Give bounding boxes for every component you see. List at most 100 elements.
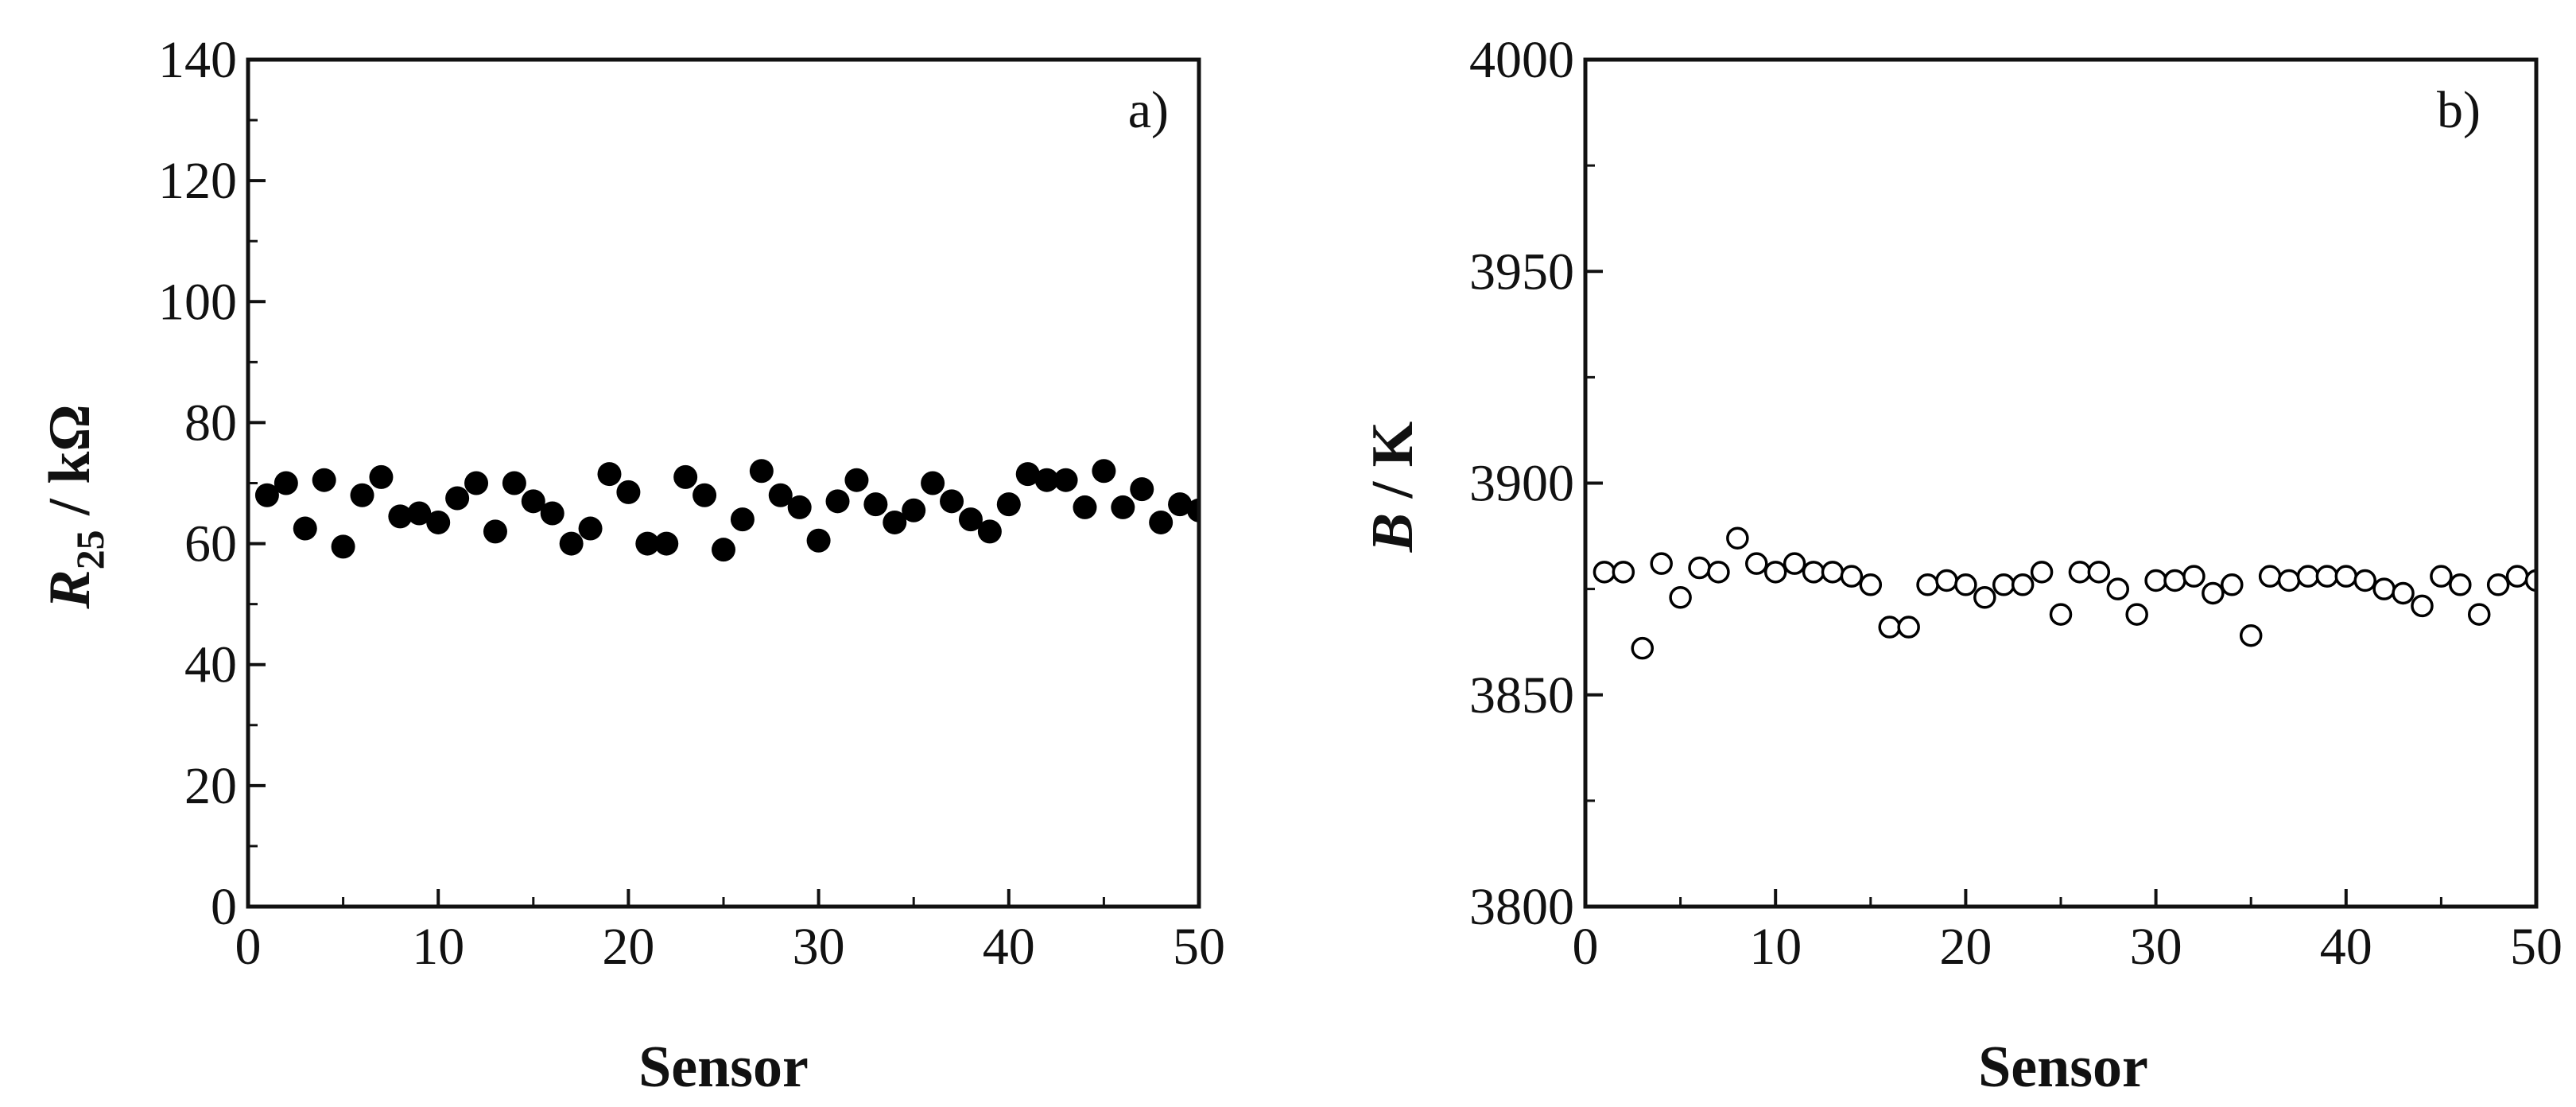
panel-b-data-point bbox=[2467, 603, 2491, 626]
panel-a-data-point bbox=[673, 464, 698, 489]
panel-b-data-point bbox=[2524, 569, 2536, 592]
panel-b-y-tick-label: 3900 bbox=[1469, 455, 1574, 513]
panel-a-y-tick-label: 40 bbox=[184, 636, 237, 694]
panel-b-x-axis-title: Sensor bbox=[1978, 1035, 2148, 1100]
panel-b-data-point bbox=[2125, 603, 2148, 626]
panel-b-data-point bbox=[1783, 552, 1806, 575]
panel-b-data-point bbox=[2011, 573, 2035, 596]
panel-b-data-point bbox=[1840, 565, 1864, 588]
panel-a-data-point bbox=[426, 510, 451, 534]
panel-a-data-point bbox=[921, 471, 945, 495]
panel-b-data-point bbox=[1992, 573, 2015, 596]
panel-a-x-axis-title: Sensor bbox=[638, 1035, 809, 1100]
panel-b-data-point bbox=[2239, 623, 2263, 647]
panel-b-data-point bbox=[2163, 569, 2186, 592]
panel-a-x-tick-label: 20 bbox=[602, 918, 654, 976]
panel-a-points bbox=[254, 459, 1199, 562]
panel-b-data-point bbox=[1935, 569, 1958, 592]
panel-a-data-point bbox=[825, 489, 850, 514]
panel-a-data-point bbox=[312, 468, 336, 492]
panel-b-data-point bbox=[2430, 565, 2453, 588]
panel-a-data-point bbox=[635, 531, 660, 556]
panel-b-x-tick-label: 50 bbox=[2510, 918, 2562, 976]
panel-b-data-point bbox=[2334, 565, 2358, 588]
panel-a-data-point bbox=[996, 492, 1021, 517]
panel-a-data-point bbox=[692, 483, 717, 507]
panel-a-data-point bbox=[616, 480, 641, 504]
panel-a-x-tick-label: 30 bbox=[793, 918, 845, 976]
panel-a-y-axis-title: R25 / kΩ bbox=[37, 404, 112, 609]
panel-a-data-point bbox=[1130, 477, 1154, 502]
panel-b-data-point bbox=[1745, 552, 1768, 575]
panel-b-data-point bbox=[1821, 561, 1845, 584]
panel-b-points bbox=[1593, 526, 2536, 660]
panel-b-data-point bbox=[2505, 565, 2529, 588]
panel-a-data-point bbox=[369, 464, 394, 489]
panel-b-data-point bbox=[1878, 616, 1901, 639]
panel-a-data-point bbox=[977, 519, 1002, 544]
panel-b-data-point bbox=[2106, 577, 2130, 600]
panel-b-data-point bbox=[1688, 556, 1711, 580]
panel-a-data-point bbox=[540, 501, 564, 526]
panel-a-data-point bbox=[749, 459, 774, 484]
panel-a-data-point bbox=[1034, 468, 1059, 492]
panel-b-data-point bbox=[1897, 616, 1920, 639]
panel-b-y-tick-label: 3950 bbox=[1469, 243, 1574, 301]
panel-a-data-point bbox=[1187, 498, 1199, 522]
panel-a-data-point bbox=[597, 462, 622, 487]
panel-b-data-point bbox=[1650, 552, 1673, 575]
panel-b-data-point bbox=[2392, 581, 2415, 605]
panel-a-data-point bbox=[654, 531, 679, 556]
panel-a-data-point bbox=[521, 489, 545, 514]
panel-b-label: b) bbox=[2437, 81, 2481, 139]
panel-a-y-tick-label: 120 bbox=[158, 152, 237, 210]
panel-b-data-point bbox=[2277, 569, 2301, 592]
panel-b-data-point bbox=[1954, 573, 1977, 596]
panel-a-x-tick-label: 0 bbox=[235, 918, 262, 976]
panel-a-data-point bbox=[1015, 462, 1040, 487]
panel-a-data-point bbox=[578, 516, 603, 541]
panel-b-data-point bbox=[2182, 565, 2206, 588]
panel-b-data-point bbox=[1973, 586, 1996, 609]
panel-b-data-point bbox=[1726, 526, 1749, 550]
panel-a-data-point bbox=[712, 538, 735, 562]
panel-a-data-point bbox=[902, 498, 926, 522]
panel-b-data-point bbox=[1593, 561, 1616, 584]
panel-a-data-point bbox=[1092, 459, 1116, 484]
panel-b-data-point bbox=[2353, 569, 2376, 592]
panel-b-data-point bbox=[1669, 586, 1692, 609]
panel-a-y-tick-label: 140 bbox=[158, 31, 237, 89]
panel-a-data-point bbox=[388, 504, 413, 529]
panel-a-data-point bbox=[730, 507, 755, 532]
panel-a-data-point bbox=[350, 483, 374, 507]
panel-a-y-tick-label: 80 bbox=[184, 394, 237, 452]
panel-a-data-point bbox=[1168, 492, 1193, 517]
panel-a-data-point bbox=[559, 531, 584, 556]
panel-a-data-point bbox=[1073, 495, 1097, 519]
panel-b-x-tick-label: 30 bbox=[2130, 918, 2182, 976]
panel-b-data-point bbox=[2049, 603, 2073, 626]
panel-b-data-point bbox=[1763, 561, 1787, 584]
panel-a-data-point bbox=[844, 468, 869, 492]
panel-b-data-point bbox=[2296, 565, 2320, 588]
panel-b-y-axis-title-rest: / K bbox=[1360, 421, 1426, 513]
panel-a-data-point bbox=[958, 507, 983, 532]
panel-a-data-point bbox=[768, 483, 793, 507]
panel-b-data-point bbox=[1859, 573, 1883, 596]
panel-b-x-tick-label: 0 bbox=[1573, 918, 1599, 976]
panel-a-data-point bbox=[254, 483, 279, 507]
panel-b-data-point bbox=[2258, 565, 2282, 588]
panel-a-data-point bbox=[331, 534, 355, 559]
panel-b-x-tick-label: 40 bbox=[2320, 918, 2372, 976]
panel-a-data-point bbox=[787, 495, 812, 519]
panel-a-data-point bbox=[940, 489, 964, 514]
panel-a-data-point bbox=[1149, 510, 1174, 534]
panel-b-data-point bbox=[1802, 561, 1825, 584]
panel-a-x-tick-label: 10 bbox=[412, 918, 464, 976]
panel-b-y-axis-title-main: B bbox=[1360, 513, 1426, 553]
panel-a-y-tick-label: 60 bbox=[184, 515, 237, 573]
panel-b-x-tick-label: 10 bbox=[1749, 918, 1802, 976]
panel-b-y-axis-title: B / K bbox=[1360, 421, 1426, 553]
